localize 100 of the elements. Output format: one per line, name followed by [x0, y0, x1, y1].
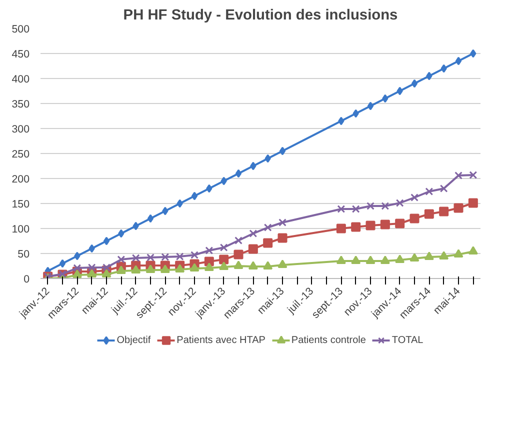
point [73, 264, 82, 272]
point [146, 264, 156, 274]
legend-label: Objectif [116, 334, 151, 346]
point [190, 251, 198, 259]
point [380, 220, 390, 230]
point [250, 162, 256, 170]
point [263, 238, 273, 248]
point [190, 263, 200, 272]
point [454, 203, 464, 213]
y-tick-label: 150 [12, 198, 30, 210]
point [424, 209, 434, 219]
point [264, 224, 272, 232]
point [102, 269, 112, 278]
point [440, 184, 448, 192]
chart-title: PH HF Study - Evolution des inclusions [123, 8, 398, 24]
point [382, 94, 388, 103]
point [336, 224, 346, 234]
point [176, 199, 183, 208]
point [132, 254, 140, 262]
point [470, 49, 476, 58]
y-tick-label: 200 [12, 174, 30, 186]
point [160, 264, 170, 274]
point [161, 253, 170, 261]
point [176, 252, 184, 260]
point [131, 265, 141, 274]
point [146, 254, 154, 262]
point [366, 256, 376, 264]
point [116, 266, 126, 274]
point [395, 218, 405, 228]
point [352, 205, 360, 213]
point [469, 171, 478, 179]
point [468, 246, 478, 255]
point [338, 116, 344, 126]
point [205, 246, 214, 254]
point [454, 249, 464, 258]
point [234, 236, 242, 244]
point [74, 252, 80, 260]
point [219, 254, 229, 264]
y-tick-label: 400 [12, 74, 30, 86]
point [424, 252, 434, 260]
point [162, 206, 168, 216]
point [426, 72, 432, 80]
point [175, 264, 185, 273]
point [366, 220, 376, 230]
y-tick-label: 450 [12, 48, 30, 60]
point [234, 250, 244, 260]
point [455, 56, 462, 66]
point [380, 256, 390, 264]
y-tick-label: 0 [24, 274, 30, 286]
point [352, 109, 359, 118]
point [278, 233, 288, 243]
legend-label: Patients avec HTAP [176, 334, 266, 346]
point [118, 229, 124, 238]
point [235, 169, 242, 178]
point [336, 256, 346, 264]
point [206, 184, 212, 193]
point [278, 218, 286, 226]
legend-label: Patients controle [291, 334, 366, 346]
point [263, 261, 273, 270]
point [439, 206, 449, 216]
y-tick-label: 500 [12, 24, 30, 36]
point [440, 64, 447, 73]
point [234, 260, 244, 270]
point [410, 194, 418, 202]
point [395, 254, 405, 264]
y-tick-label: 300 [12, 124, 30, 136]
point [103, 236, 110, 246]
point [351, 222, 361, 232]
point [220, 176, 227, 186]
point [454, 172, 462, 180]
point [425, 188, 434, 196]
point [367, 102, 374, 110]
point [410, 214, 420, 224]
point [396, 86, 403, 96]
point [88, 244, 95, 253]
point [220, 244, 228, 252]
point [410, 253, 420, 262]
y-tick-label: 100 [12, 224, 30, 236]
point [72, 270, 82, 278]
point [366, 202, 374, 210]
point [248, 244, 258, 254]
y-tick-label: 250 [12, 148, 30, 160]
point [204, 262, 214, 272]
point [191, 192, 198, 200]
point [468, 198, 478, 208]
y-tick-label: 50 [18, 248, 30, 260]
point [249, 230, 258, 238]
point [87, 269, 97, 278]
point [337, 205, 346, 213]
point [411, 79, 418, 88]
point [219, 262, 229, 270]
legend-label: TOTAL [392, 334, 424, 346]
point [439, 251, 449, 260]
point [59, 259, 66, 268]
point [351, 256, 361, 264]
point [264, 154, 271, 163]
point [248, 261, 258, 270]
point [278, 260, 288, 268]
point [396, 199, 404, 207]
point [381, 202, 390, 210]
